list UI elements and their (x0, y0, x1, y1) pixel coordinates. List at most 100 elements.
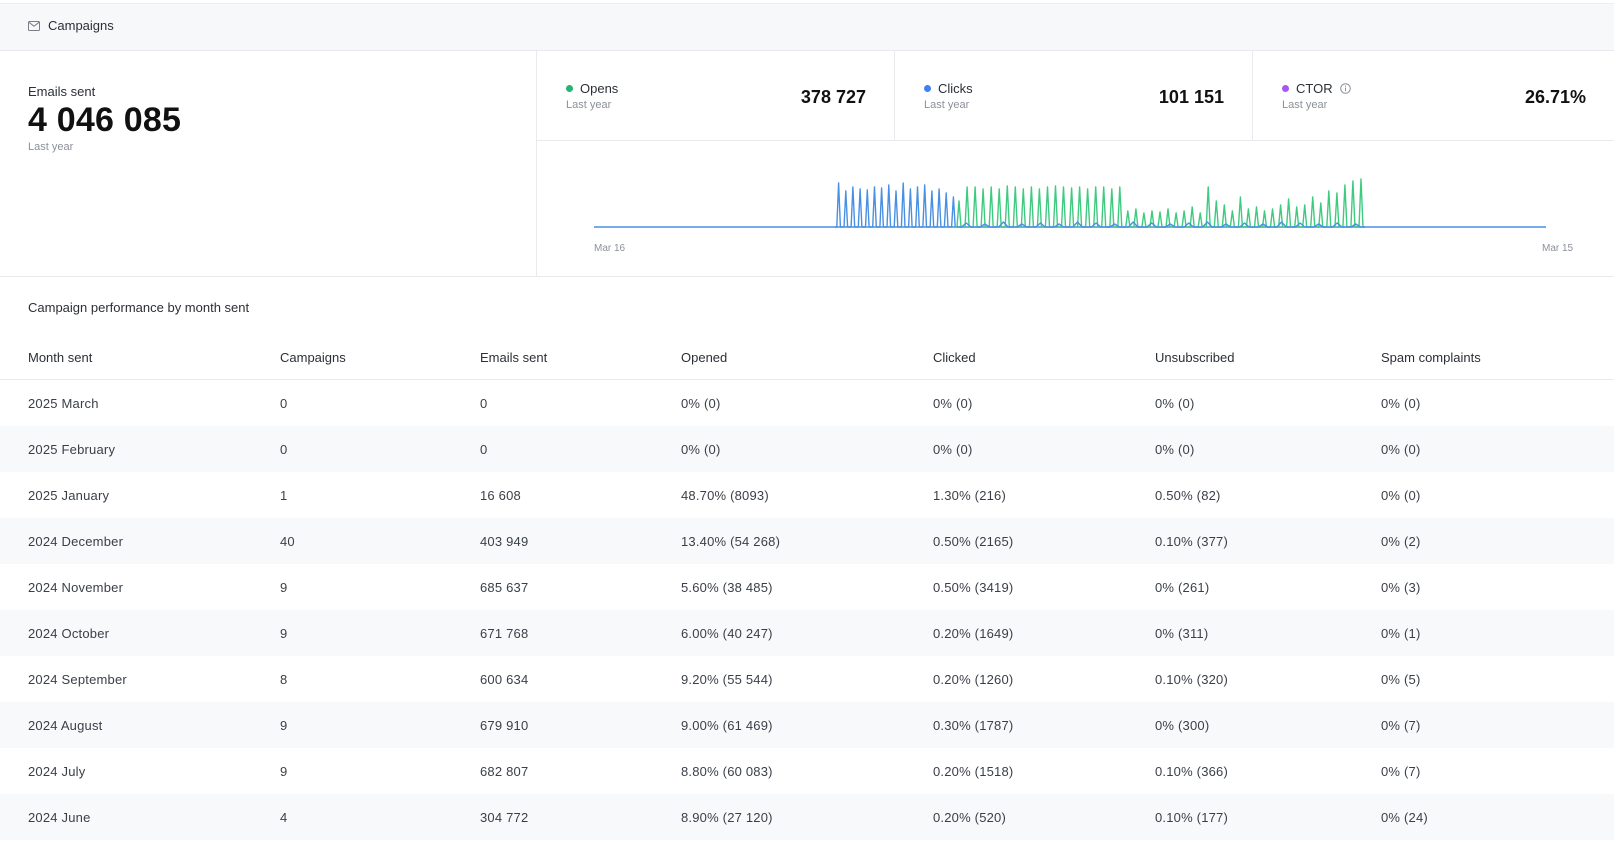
cell-month: 2024 November (28, 579, 124, 595)
cell-spam: 0% (1) (1381, 610, 1614, 656)
cell-emails-sent: 685 637 (480, 579, 529, 595)
table-row[interactable]: 2024 November 9 685 637 5.60% (38 485) 0.50%… (0, 564, 1614, 610)
cell-unsubscribed: 0% (311) (1155, 610, 1381, 656)
emails-sent-card: Emails sent 4 046 085 Last year (0, 51, 537, 277)
activity-chart: Mar 16 Mar 15 (537, 141, 1614, 277)
metric-opens: Opens Last year 378 727 (537, 51, 895, 141)
ctor-dot-icon (1282, 85, 1289, 92)
cell-emails-sent: 403 949 (480, 518, 681, 564)
cell-month: 2025 February (0, 426, 280, 472)
cell-emails-sent: 671 768 (480, 610, 681, 656)
col-unsubscribed[interactable]: Unsubscribed (1155, 336, 1381, 380)
cell-emails-sent: 0 (480, 426, 681, 472)
metric-clicks-period: Last year (924, 99, 970, 111)
cell-month: 2024 October (0, 610, 280, 656)
cell-campaigns: 1 (280, 487, 288, 503)
col-clicked[interactable]: Clicked (933, 336, 1155, 380)
col-campaigns[interactable]: Campaigns (280, 336, 480, 380)
cell-campaigns: 0 (280, 426, 480, 472)
cell-emails-sent: 682 807 (480, 763, 529, 779)
cell-spam: 0% (7) (1381, 702, 1614, 748)
table-row[interactable]: 2025 February 0 0 0% (0) 0% (0) 0% (0) 0% (0) (0, 426, 1614, 472)
metrics-row: Opens Last year 378 727 Clicks Last year… (537, 51, 1614, 141)
envelope-icon (28, 20, 40, 31)
cell-clicked: 0.50% (3419) (933, 579, 1014, 595)
cell-unsubscribed: 0% (0) (1155, 395, 1195, 411)
chart-x-end-label: Mar 15 (1542, 243, 1574, 254)
cell-clicked: 0.20% (1649) (933, 610, 1155, 656)
activity-chart-svg (594, 178, 1546, 228)
table-row[interactable]: 2024 August 9 679 910 9.00% (61 469) 0.30% (… (0, 702, 1614, 748)
cell-campaigns: 0 (280, 395, 288, 411)
table-row[interactable]: 2024 July 9 682 807 8.80% (60 083) 0.20% (15… (0, 748, 1614, 794)
cell-campaigns: 9 (280, 702, 480, 748)
cell-campaigns: 9 (280, 579, 288, 595)
cell-spam: 0% (0) (1381, 487, 1421, 503)
metric-ctor-period: Last year (1282, 99, 1328, 111)
page-title: Campaigns (28, 18, 114, 33)
cell-clicked: 0.20% (1260) (933, 671, 1014, 687)
metric-ctor: CTOR Last year 26.71% (1253, 51, 1614, 141)
cell-campaigns: 9 (280, 610, 480, 656)
table-row[interactable]: 2024 June 4 304 772 8.90% (27 120) 0.20% (52… (0, 794, 1614, 840)
cell-unsubscribed: 0.50% (82) (1155, 487, 1221, 503)
cell-emails-sent: 16 608 (480, 487, 521, 503)
emails-sent-label: Emails sent (28, 84, 96, 99)
chart-series-blue-tail (957, 221, 1365, 228)
cell-month: 2024 August (0, 702, 280, 748)
clicks-dot-icon (924, 85, 931, 92)
table-header-row: Month sent Campaigns Emails sent Opened … (0, 336, 1614, 380)
cell-spam: 0% (2) (1381, 518, 1614, 564)
cell-unsubscribed: 0% (300) (1155, 702, 1381, 748)
metric-ctor-value: 26.71% (1524, 87, 1586, 107)
cell-month: 2024 December (0, 518, 280, 564)
cell-unsubscribed: 0.10% (366) (1155, 763, 1229, 779)
cell-opened: 9.20% (55 544) (681, 671, 773, 687)
cell-clicked: 0.20% (520) (933, 794, 1155, 840)
metric-opens-label: Opens (580, 81, 619, 96)
cell-emails-sent: 600 634 (480, 671, 529, 687)
chart-series-blue (835, 182, 957, 228)
cell-unsubscribed: 0% (261) (1155, 579, 1210, 595)
cell-clicked: 1.30% (216) (933, 487, 1007, 503)
chart-series-green (955, 178, 1365, 228)
info-icon[interactable] (1339, 83, 1351, 94)
cell-campaigns: 40 (280, 518, 480, 564)
cell-spam: 0% (3) (1381, 579, 1421, 595)
cell-unsubscribed: 0.10% (320) (1155, 671, 1229, 687)
col-opened[interactable]: Opened (681, 336, 933, 380)
metric-opens-period: Last year (566, 99, 612, 111)
col-month-sent[interactable]: Month sent (0, 336, 280, 380)
metric-opens-value: 378 727 (800, 87, 866, 107)
cell-clicked: 0% (0) (933, 426, 1155, 472)
cell-opened: 9.00% (61 469) (681, 702, 933, 748)
cell-spam: 0% (5) (1381, 671, 1421, 687)
table-row[interactable]: 2024 October 9 671 768 6.00% (40 247) 0.20% … (0, 610, 1614, 656)
col-spam-complaints[interactable]: Spam complaints (1381, 336, 1614, 380)
metric-clicks: Clicks Last year 101 151 (895, 51, 1253, 141)
cell-campaigns: 8 (280, 671, 288, 687)
cell-month: 2024 June (0, 794, 280, 840)
cell-clicked: 0% (0) (933, 395, 973, 411)
cell-spam: 0% (7) (1381, 763, 1421, 779)
cell-opened: 8.80% (60 083) (681, 763, 773, 779)
cell-month: 2025 January (28, 487, 110, 503)
cell-month: 2024 September (28, 671, 127, 687)
cell-opened: 5.60% (38 485) (681, 579, 773, 595)
cell-spam: 0% (0) (1381, 426, 1614, 472)
metric-clicks-value: 101 151 (1158, 87, 1224, 107)
table-row[interactable]: 2024 December 40 403 949 13.40% (54 268) 0.5… (0, 518, 1614, 564)
cell-clicked: 0.20% (1518) (933, 763, 1014, 779)
emails-sent-value: 4 046 085 (28, 101, 182, 139)
table-row[interactable]: 2025 March 0 0 0% (0) 0% (0) 0% (0) 0% (0) (0, 380, 1614, 427)
cell-month: 2025 March (28, 395, 99, 411)
campaign-performance-table: Month sent Campaigns Emails sent Opened … (0, 336, 1614, 840)
chart-x-start-label: Mar 16 (594, 243, 626, 254)
table-row[interactable]: 2024 September 8 600 634 9.20% (55 544) 0.20… (0, 656, 1614, 702)
table-row[interactable]: 2025 January 1 16 608 48.70% (8093) 1.30% (2… (0, 472, 1614, 518)
cell-emails-sent: 679 910 (480, 702, 681, 748)
col-emails-sent[interactable]: Emails sent (480, 336, 681, 380)
cell-spam: 0% (0) (1381, 395, 1421, 411)
cell-campaigns: 9 (280, 763, 288, 779)
stats-panel: Emails sent 4 046 085 Last year Opens La… (0, 51, 1614, 277)
